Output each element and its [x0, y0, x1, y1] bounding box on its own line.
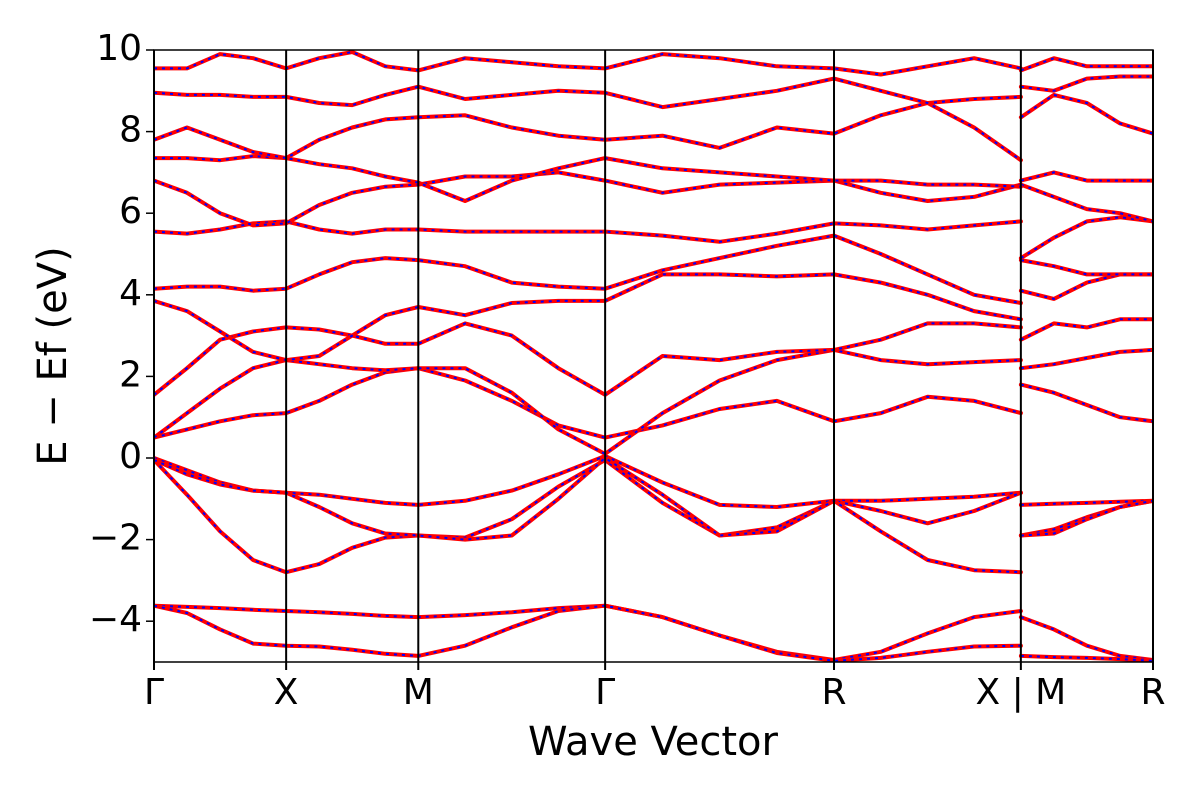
- band-dash: [154, 155, 1153, 202]
- band-dash: [154, 348, 1153, 455]
- x-tick-label: R: [821, 672, 846, 713]
- x-axis-label: Wave Vector: [528, 719, 779, 765]
- x-tick-label: X | M: [975, 672, 1066, 713]
- band-dash: [154, 234, 1153, 304]
- y-axis-label: E − Ef (eV): [30, 246, 76, 465]
- band-line: [154, 154, 1153, 203]
- band-dash: [154, 171, 1153, 227]
- band-dash: [154, 318, 1153, 396]
- band-dash: [154, 604, 1153, 662]
- band-line: [154, 272, 1153, 363]
- x-tick-label: Γ: [595, 672, 615, 713]
- band-dash: [154, 367, 1153, 439]
- y-tick-label: 2: [119, 354, 142, 395]
- x-tick-label: M: [403, 672, 434, 713]
- band-line: [154, 233, 1153, 305]
- y-tick-label: −2: [89, 518, 142, 559]
- y-tick-label: 10: [96, 28, 142, 69]
- band-dash: [154, 216, 1153, 259]
- bands: [154, 50, 1153, 662]
- band-dash: [154, 51, 1153, 76]
- y-tick-label: −4: [89, 599, 142, 640]
- band-line: [154, 170, 1153, 228]
- x-tick-label: R: [1140, 672, 1165, 713]
- x-tick-label: Γ: [144, 672, 164, 713]
- band-line: [154, 215, 1153, 261]
- band-dash: [154, 457, 1153, 574]
- x-tick-label: X: [274, 672, 299, 713]
- band-dash: [154, 75, 1153, 162]
- y-tick-label: 8: [119, 110, 142, 151]
- band-line: [154, 456, 1153, 575]
- band-line: [154, 366, 1153, 440]
- y-tick-label: 0: [119, 436, 142, 477]
- band-dash: [154, 93, 1153, 160]
- y-tick-label: 4: [119, 273, 142, 314]
- band-dash: [154, 273, 1153, 362]
- band-dash: [154, 455, 1153, 508]
- band-line: [154, 347, 1153, 456]
- y-tick-label: 6: [119, 191, 142, 232]
- band-dash: [154, 604, 1153, 661]
